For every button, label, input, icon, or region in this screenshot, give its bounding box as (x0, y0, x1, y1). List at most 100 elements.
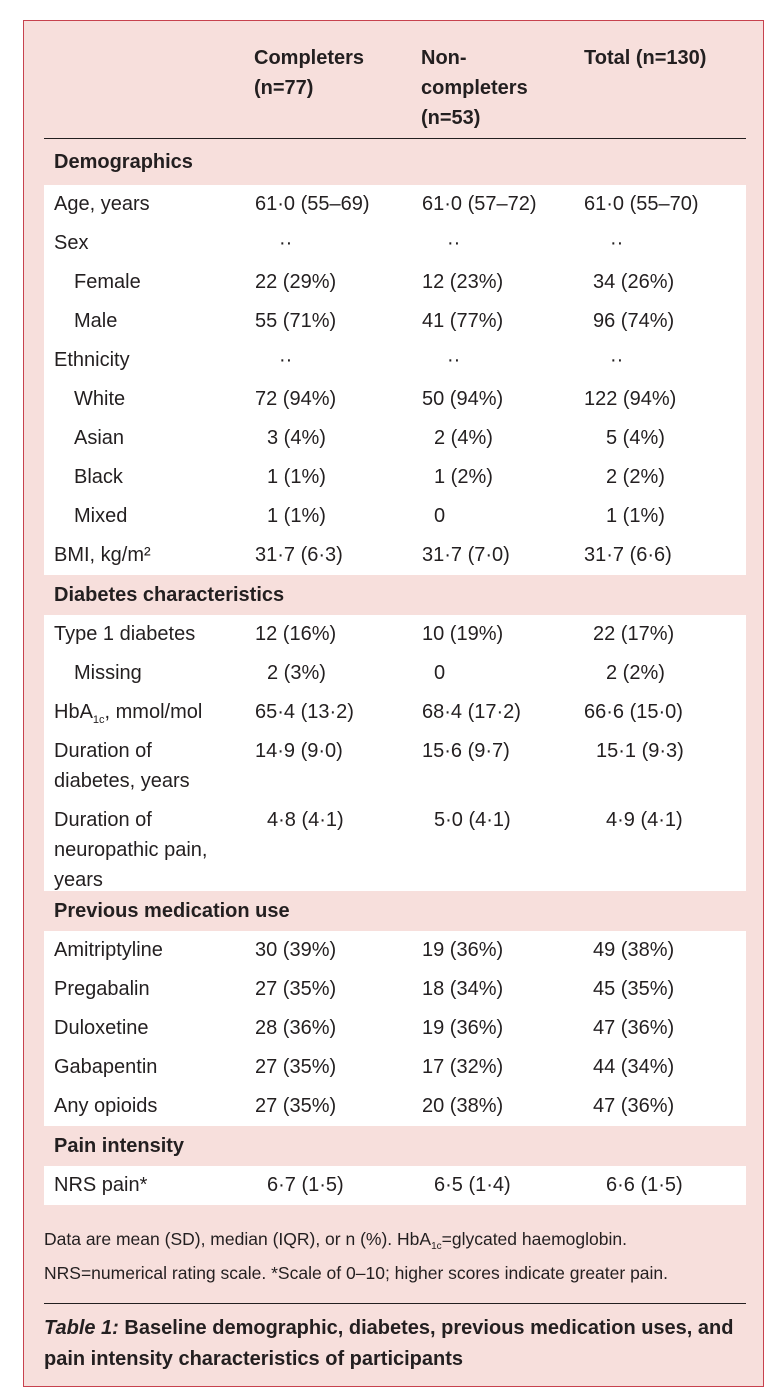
cell-total: 5 (4%) (606, 423, 665, 453)
cell-completers: 1 (1%) (267, 462, 326, 492)
row-label: Ethnicity (54, 345, 130, 375)
cell-completers: 65·4 (13·2) (255, 697, 354, 727)
cell-non-completers: 15·6 (9·7) (422, 736, 510, 766)
footnote-subscript: 1c (431, 1241, 442, 1252)
row-label: Duloxetine (54, 1013, 149, 1043)
section-medication: Previous medication use (44, 891, 746, 931)
row-label: Mixed (74, 501, 127, 531)
cell-non-completers: 1 (2%) (434, 462, 493, 492)
table-panel: Completers (n=77) Non- completers (n=53)… (23, 20, 764, 1387)
cell-total: 2 (2%) (606, 462, 665, 492)
cell-completers: 28 (36%) (255, 1013, 336, 1043)
table-row: Female 22 (29%) 12 (23%) 34 (26%) (44, 263, 746, 302)
cell-completers: 12 (16%) (255, 619, 336, 649)
cell-non-completers: 19 (36%) (422, 1013, 503, 1043)
table-row: Missing 2 (3%) 0 2 (2%) (44, 654, 746, 693)
pain-block: NRS pain* 6·7 (1·5) 6·5 (1·4) 6·6 (1·5) (44, 1166, 746, 1205)
caption-label: Table 1: (44, 1317, 119, 1339)
table: Completers (n=77) Non- completers (n=53)… (44, 21, 746, 1205)
row-label: Duration of neuropathic pain, years (54, 805, 207, 895)
table-row: White 72 (94%) 50 (94%) 122 (94%) (44, 380, 746, 419)
table-row: Gabapentin 27 (35%) 17 (32%) 44 (34%) (44, 1048, 746, 1087)
table-row: HbA1c, mmol/mol 65·4 (13·2) 68·4 (17·2) … (44, 693, 746, 732)
cell-completers: 27 (35%) (255, 1091, 336, 1121)
cell-completers: 22 (29%) (255, 267, 336, 297)
cell-completers: 55 (71%) (255, 306, 336, 336)
cell-total: 1 (1%) (606, 501, 665, 531)
cell-total: 47 (36%) (593, 1091, 674, 1121)
row-label: Male (74, 306, 117, 336)
header-completers: Completers (n=77) (254, 43, 364, 103)
cell-non-completers: 19 (36%) (422, 935, 503, 965)
cell-total: 22 (17%) (593, 619, 674, 649)
cell-total: 47 (36%) (593, 1013, 674, 1043)
cell-total: 44 (34%) (593, 1052, 674, 1082)
table-row: Any opioids 27 (35%) 20 (38%) 47 (36%) (44, 1087, 746, 1126)
table-row: Sex ·· ·· ·· (44, 224, 746, 263)
table-row: Ethnicity ·· ·· ·· (44, 341, 746, 380)
cell-non-completers: 20 (38%) (422, 1091, 503, 1121)
row-label: HbA1c, mmol/mol (54, 697, 202, 730)
row-label: Pregabalin (54, 974, 150, 1004)
cell-completers: 31·7 (6·3) (255, 540, 343, 570)
row-label: White (74, 384, 125, 414)
cell-non-completers: 61·0 (57–72) (422, 189, 537, 219)
section-pain: Pain intensity (44, 1126, 746, 1166)
cell-non-completers: 50 (94%) (422, 384, 503, 414)
hba1c-label-unit: , mmol/mol (105, 701, 203, 723)
table-row: Duration of neuropathic pain, years 4·8 … (44, 801, 746, 891)
table-row: Black 1 (1%) 1 (2%) 2 (2%) (44, 458, 746, 497)
cell-total: 122 (94%) (584, 384, 676, 414)
cell-completers: 27 (35%) (255, 1052, 336, 1082)
footnote-part1: Data are mean (SD), median (IQR), or n (… (44, 1229, 431, 1249)
row-label: Age, years (54, 189, 150, 219)
row-label: Any opioids (54, 1091, 157, 1121)
cell-non-completers: 0 (434, 501, 445, 531)
diabetes-block: Type 1 diabetes 12 (16%) 10 (19%) 22 (17… (44, 615, 746, 891)
demographics-block: Age, years 61·0 (55–69) 61·0 (57–72) 61·… (44, 185, 746, 575)
cell-completers: 27 (35%) (255, 974, 336, 1004)
table-row: Duloxetine 28 (36%) 19 (36%) 47 (36%) (44, 1009, 746, 1048)
cell-total: ·· (610, 345, 623, 375)
medication-block: Amitriptyline 30 (39%) 19 (36%) 49 (38%)… (44, 931, 746, 1126)
cell-total: 2 (2%) (606, 658, 665, 688)
cell-non-completers: 17 (32%) (422, 1052, 503, 1082)
row-label: NRS pain* (54, 1170, 147, 1200)
cell-non-completers: 41 (77%) (422, 306, 503, 336)
cell-completers: 30 (39%) (255, 935, 336, 965)
table-row: Type 1 diabetes 12 (16%) 10 (19%) 22 (17… (44, 615, 746, 654)
table-row: NRS pain* 6·7 (1·5) 6·5 (1·4) 6·6 (1·5) (44, 1166, 746, 1205)
hba1c-label-subscript: 1c (93, 714, 105, 726)
cell-completers: 14·9 (9·0) (255, 736, 343, 766)
cell-total: 34 (26%) (593, 267, 674, 297)
cell-total: 6·6 (1·5) (606, 1170, 683, 1200)
cell-non-completers: 10 (19%) (422, 619, 503, 649)
caption-divider (44, 1303, 746, 1304)
cell-total: 45 (35%) (593, 974, 674, 1004)
section-diabetes: Diabetes characteristics (44, 575, 746, 615)
cell-non-completers: 6·5 (1·4) (434, 1170, 511, 1200)
cell-total: ·· (610, 228, 623, 258)
cell-completers: 2 (3%) (267, 658, 326, 688)
cell-non-completers: ·· (447, 228, 460, 258)
row-label: Amitriptyline (54, 935, 163, 965)
table-row: BMI, kg/m² 31·7 (6·3) 31·7 (7·0) 31·7 (6… (44, 536, 746, 575)
cell-completers: ·· (279, 228, 292, 258)
cell-total: 49 (38%) (593, 935, 674, 965)
row-label: Type 1 diabetes (54, 619, 195, 649)
header-non-completers: Non- completers (n=53) (421, 43, 528, 133)
cell-completers: 6·7 (1·5) (267, 1170, 344, 1200)
cell-total: 61·0 (55–70) (584, 189, 699, 219)
cell-completers: 72 (94%) (255, 384, 336, 414)
hba1c-label-main: HbA (54, 701, 93, 723)
table-row: Amitriptyline 30 (39%) 19 (36%) 49 (38%) (44, 931, 746, 970)
cell-non-completers: ·· (447, 345, 460, 375)
cell-completers: 3 (4%) (267, 423, 326, 453)
cell-completers: 1 (1%) (267, 501, 326, 531)
table-footnote: Data are mean (SD), median (IQR), or n (… (44, 1224, 746, 1288)
table-row: Mixed 1 (1%) 0 1 (1%) (44, 497, 746, 536)
row-label: Gabapentin (54, 1052, 157, 1082)
cell-completers: 61·0 (55–69) (255, 189, 370, 219)
table-row: Age, years 61·0 (55–69) 61·0 (57–72) 61·… (44, 185, 746, 224)
cell-non-completers: 2 (4%) (434, 423, 493, 453)
